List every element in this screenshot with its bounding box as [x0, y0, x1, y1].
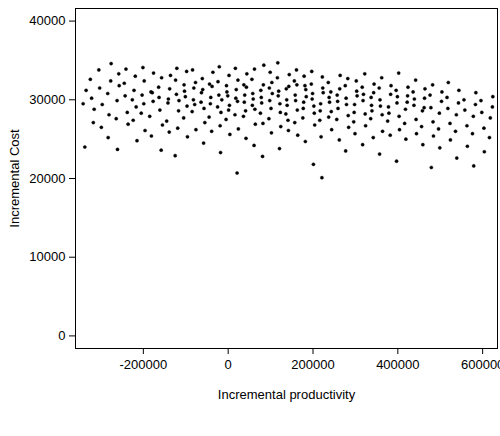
svg-text:40000: 40000 [29, 13, 65, 28]
svg-text:Incremental Cost: Incremental Cost [7, 129, 22, 228]
svg-text:10000: 10000 [29, 249, 65, 264]
svg-text:400000: 400000 [376, 357, 419, 372]
svg-text:20000: 20000 [29, 171, 65, 186]
svg-text:0: 0 [225, 357, 232, 372]
svg-text:200000: 200000 [291, 357, 334, 372]
svg-text:Incremental productivity: Incremental productivity [218, 387, 356, 402]
svg-text:0: 0 [58, 328, 65, 343]
svg-text:-200000: -200000 [119, 357, 167, 372]
svg-text:30000: 30000 [29, 92, 65, 107]
svg-text:600000: 600000 [461, 357, 500, 372]
